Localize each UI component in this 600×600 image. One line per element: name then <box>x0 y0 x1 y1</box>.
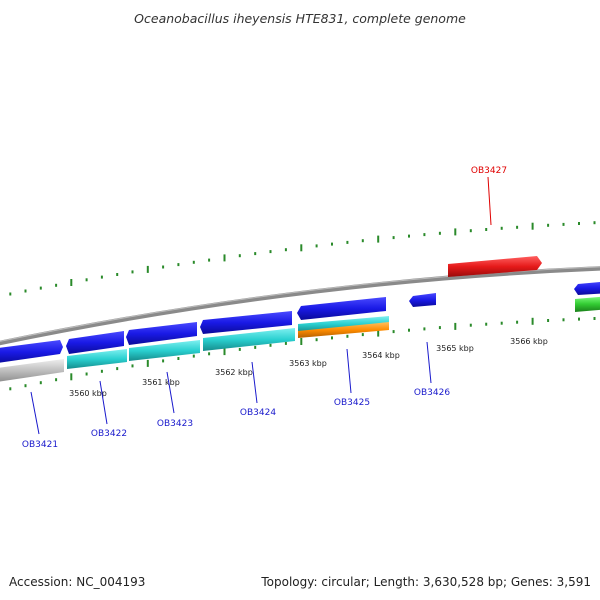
gene-feature-right-edge[interactable] <box>574 281 600 295</box>
tick-label-3561: 3561 kbp <box>142 378 180 387</box>
genome-backbone <box>0 266 600 346</box>
gene-label-ob3423[interactable]: OB3423 <box>157 419 193 429</box>
accession-text: Accession: NC_004193 <box>9 575 145 589</box>
tick-label-3566: 3566 kbp <box>510 337 548 346</box>
reverse-strand-genes <box>67 316 389 369</box>
tick-label-3564: 3564 kbp <box>362 351 400 360</box>
gene-feature-ob3423[interactable] <box>126 322 197 345</box>
tick-labels: 3560 kbp 3561 kbp 3562 kbp 3563 kbp 3564… <box>69 337 548 398</box>
gene-labels: OB3421 OB3422 OB3423 OB3424 OB3425 OB342… <box>22 166 507 450</box>
gene-feature-ob3424[interactable] <box>200 311 292 334</box>
gene-label-ob3425[interactable]: OB3425 <box>334 398 370 408</box>
gene-label-ob3427[interactable]: OB3427 <box>471 166 507 176</box>
forward-strand-genes <box>0 281 600 364</box>
leader-ob3424 <box>251 361 258 404</box>
gene-leader-lines <box>30 176 492 435</box>
gene-feature-ob3425[interactable] <box>297 297 386 320</box>
leader-ob3427 <box>487 176 492 226</box>
gene-feature-ob3423-rev[interactable] <box>129 340 200 361</box>
leader-ob3426 <box>426 341 432 384</box>
gene-feature-green-right[interactable] <box>575 296 600 312</box>
outer-tick-ring <box>9 221 596 296</box>
gene-feature-ob3421[interactable] <box>0 340 63 364</box>
gene-label-ob3426[interactable]: OB3426 <box>414 388 450 398</box>
gene-label-ob3421[interactable]: OB3421 <box>22 440 58 450</box>
gene-label-ob3424[interactable]: OB3424 <box>240 408 276 418</box>
tick-label-3562: 3562 kbp <box>215 368 253 377</box>
tick-label-3563: 3563 kbp <box>289 359 327 368</box>
gene-feature-ob3421-gray[interactable] <box>0 359 64 383</box>
map-title: Oceanobacillus iheyensis HTE831, complet… <box>134 11 466 26</box>
tick-label-3560: 3560 kbp <box>69 389 107 398</box>
rna-feature-ob3425[interactable] <box>298 322 389 338</box>
gene-label-ob3422[interactable]: OB3422 <box>91 429 127 439</box>
tick-label-3565: 3565 kbp <box>436 344 474 353</box>
gene-feature-ob3427[interactable] <box>448 256 542 277</box>
gene-feature-ob3424-rev[interactable] <box>203 328 295 351</box>
leader-ob3422 <box>99 380 108 425</box>
gene-feature-ob3422[interactable] <box>66 331 124 354</box>
gene-feature-ob3426[interactable] <box>409 293 436 307</box>
leader-ob3425 <box>346 348 352 394</box>
gene-feature-ob3425-rev[interactable] <box>298 316 389 332</box>
leader-ob3423 <box>166 371 175 414</box>
gene-feature-ob3422-rev[interactable] <box>67 349 127 369</box>
genome-summary-text: Topology: circular; Length: 3,630,528 bp… <box>260 575 591 589</box>
leader-ob3421 <box>30 391 40 435</box>
